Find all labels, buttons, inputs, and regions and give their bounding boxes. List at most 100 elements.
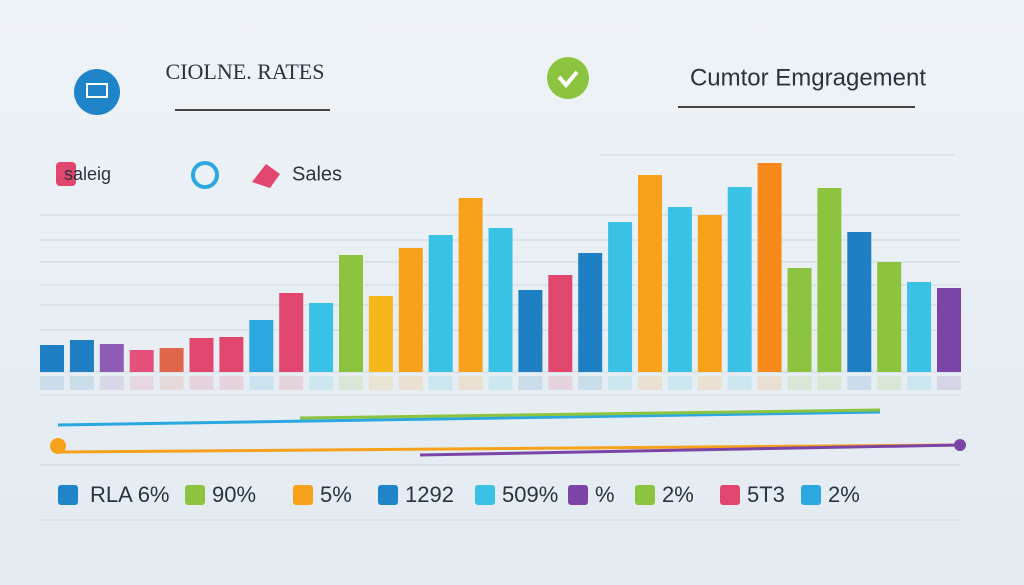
bar <box>488 228 513 372</box>
stat-label: % <box>595 482 615 507</box>
stat-icon <box>568 485 588 505</box>
bar-reflection <box>398 376 423 390</box>
bar <box>727 187 752 372</box>
icon <box>50 438 66 454</box>
bar <box>608 222 633 372</box>
bar <box>428 235 453 372</box>
bar-reflection <box>40 376 64 390</box>
legend-label: saleig <box>64 164 111 184</box>
bar-reflection <box>847 376 872 390</box>
chart-title: CIOLNE. RATES <box>166 59 325 84</box>
bar-reflection <box>877 376 902 390</box>
bar <box>667 207 692 372</box>
icon <box>954 439 966 451</box>
bar <box>907 282 932 372</box>
bar <box>339 255 363 372</box>
bar <box>548 275 573 372</box>
stats: RLA 6% 90% 5% 1292 509%% 2% 5T3 2% <box>58 482 860 507</box>
bar-reflection <box>817 376 842 390</box>
bar-reflection <box>518 376 543 390</box>
bar-reflection <box>189 376 214 390</box>
legend-label: Sales <box>292 163 342 185</box>
stat-label: 2% <box>828 482 860 507</box>
bar-reflection <box>667 376 692 390</box>
bar <box>40 345 64 372</box>
icon <box>557 70 579 89</box>
bar <box>787 268 812 372</box>
bar-reflection <box>99 376 124 390</box>
bar <box>757 163 782 372</box>
bar <box>69 340 94 372</box>
bar-reflection <box>548 376 573 390</box>
bar-reflection <box>697 376 722 390</box>
stat-label: 5T3 <box>747 482 785 507</box>
bar-reflection <box>279 376 304 390</box>
stat-label: 509% <box>502 482 558 507</box>
bar <box>578 253 603 372</box>
bars <box>40 163 961 390</box>
bar-reflection <box>309 376 334 390</box>
stat-label: 90% <box>212 482 256 507</box>
icon <box>56 162 76 186</box>
bar-reflection <box>638 376 662 390</box>
bar <box>99 344 124 372</box>
bar-reflection <box>458 376 483 390</box>
bar <box>219 337 244 372</box>
bar <box>847 232 872 372</box>
icon <box>252 164 280 188</box>
bar <box>189 338 214 372</box>
bar-reflection <box>578 376 603 390</box>
chart-subtitle: Cumtor Emgragement <box>690 64 926 91</box>
stat-icon <box>378 485 398 505</box>
bar <box>159 348 184 372</box>
bar <box>877 262 902 372</box>
bar-reflection <box>368 376 393 390</box>
stat-icon <box>475 485 495 505</box>
bar <box>638 175 662 372</box>
bar-reflection <box>249 376 274 390</box>
decor-line <box>419 443 961 457</box>
bar <box>279 293 304 372</box>
bar-reflection <box>787 376 812 390</box>
bar-reflection <box>129 376 154 390</box>
bar-reflection <box>339 376 363 390</box>
bar <box>518 290 543 372</box>
bar-reflection <box>488 376 513 390</box>
stat-label: 2% <box>662 482 694 507</box>
stat-icon <box>58 485 78 505</box>
bar <box>458 198 483 372</box>
bar-reflection <box>159 376 184 390</box>
bar <box>817 188 842 372</box>
bar <box>309 303 334 372</box>
bar <box>937 288 961 372</box>
bar <box>249 320 274 372</box>
bar <box>368 296 393 372</box>
bar-reflection <box>219 376 244 390</box>
bar <box>697 215 722 372</box>
stat-label: RLA 6% <box>90 482 170 507</box>
icon <box>74 69 120 115</box>
bar-reflection <box>937 376 961 390</box>
bar <box>398 248 423 372</box>
decor-line <box>57 443 961 454</box>
bar-reflection <box>727 376 752 390</box>
stat-icon <box>635 485 655 505</box>
bar-reflection <box>428 376 453 390</box>
decor-line <box>299 408 881 420</box>
bar-reflection <box>69 376 94 390</box>
icon <box>86 83 108 98</box>
stat-icon <box>293 485 313 505</box>
stat-label: 5% <box>320 482 352 507</box>
stat-icon <box>720 485 740 505</box>
decor-line <box>57 410 881 427</box>
bar-reflection <box>757 376 782 390</box>
stat-icon <box>801 485 821 505</box>
stat-label: 1292 <box>405 482 454 507</box>
bar-reflection <box>907 376 932 390</box>
icon <box>547 57 589 99</box>
bar-reflection <box>608 376 633 390</box>
bar <box>129 350 154 372</box>
icon <box>191 161 219 189</box>
